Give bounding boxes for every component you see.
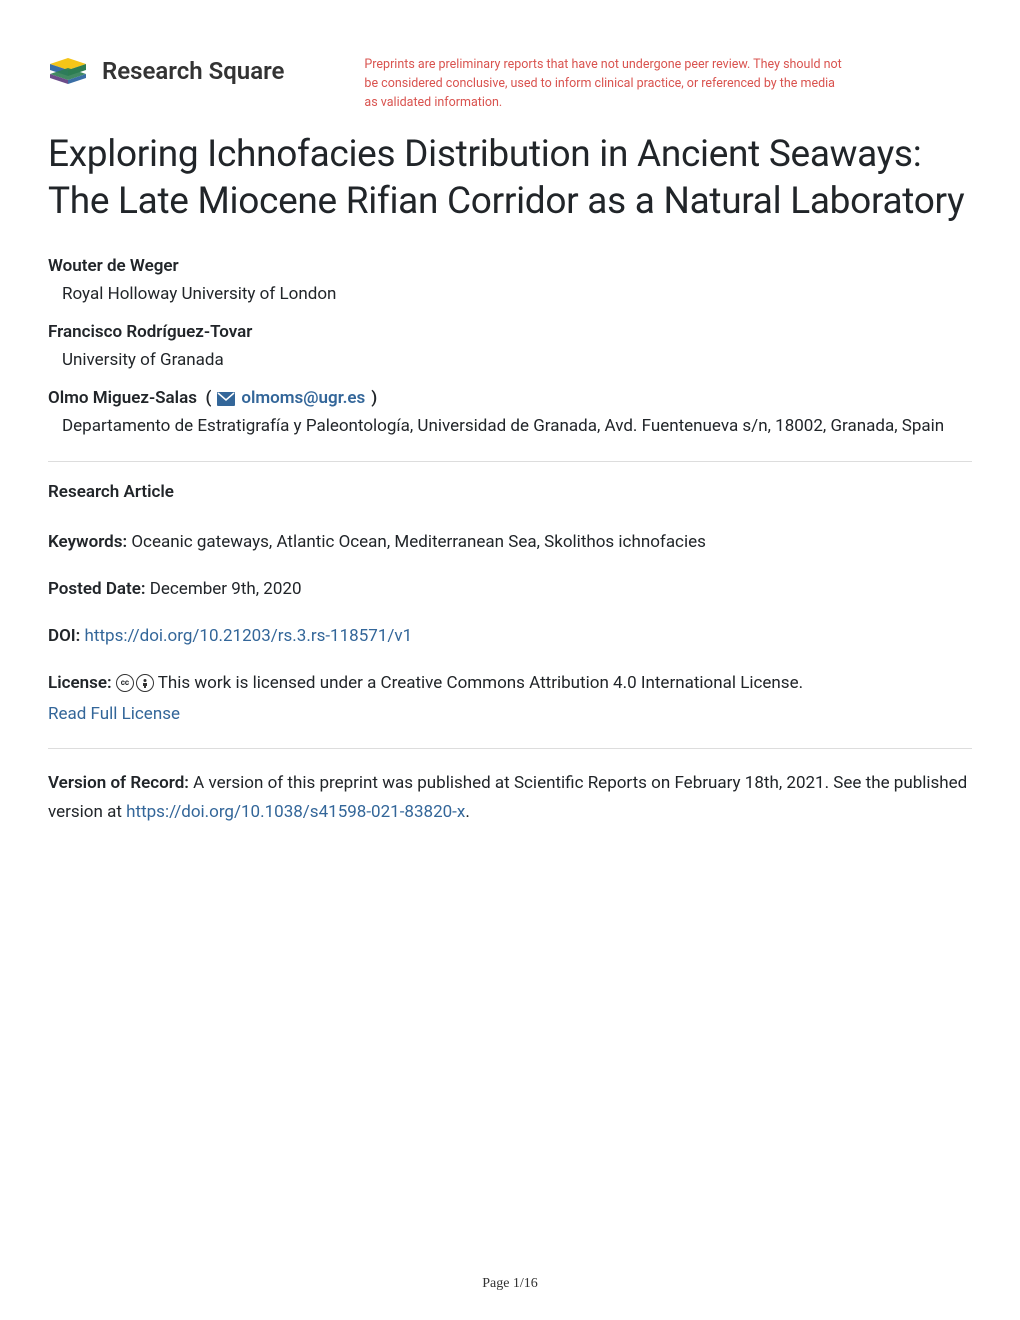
author-name: Francisco Rodríguez-Tovar	[48, 319, 972, 346]
page-number: Page 1/16	[482, 1276, 538, 1292]
mail-icon	[217, 392, 235, 406]
by-icon	[136, 674, 154, 692]
disclaimer-text: Preprints are preliminary reports that h…	[364, 56, 844, 112]
license-row: License: cc This work is licensed under …	[48, 669, 972, 729]
author-block: Olmo Miguez-Salas ( olmoms@ugr.es ) Depa…	[48, 385, 972, 441]
cc-icon: cc	[116, 674, 134, 692]
license-link[interactable]: Read Full License	[48, 700, 972, 729]
research-square-icon	[48, 56, 90, 86]
posted-date-label: Posted Date:	[48, 579, 146, 599]
authors-list: Wouter de Weger Royal Holloway Universit…	[48, 253, 972, 441]
divider	[48, 748, 972, 749]
author-affiliation: University of Granada	[62, 346, 972, 375]
doi-row: DOI: https://doi.org/10.21203/rs.3.rs-11…	[48, 622, 972, 651]
author-email-link[interactable]: olmoms@ugr.es	[241, 385, 365, 412]
author-affiliation: Departamento de Estratigrafía y Paleonto…	[62, 412, 972, 441]
keywords-row: Keywords: Oceanic gateways, Atlantic Oce…	[48, 528, 972, 557]
cc-icons: cc	[116, 674, 154, 692]
meta-section: Research Article Keywords: Oceanic gatew…	[48, 482, 972, 728]
posted-date-row: Posted Date: December 9th, 2020	[48, 575, 972, 604]
brand-logo[interactable]: Research Square	[48, 56, 284, 86]
license-label: License:	[48, 673, 112, 693]
posted-date-value: December 9th, 2020	[150, 579, 302, 599]
header: Research Square Preprints are preliminar…	[48, 56, 972, 112]
author-name: Olmo Miguez-Salas	[48, 388, 197, 408]
author-block: Wouter de Weger Royal Holloway Universit…	[48, 253, 972, 309]
divider	[48, 461, 972, 462]
article-title: Exploring Ichnofacies Distribution in An…	[48, 132, 972, 225]
doi-label: DOI:	[48, 626, 80, 646]
corresponding-author-marker: ( olmoms@ugr.es )	[201, 385, 377, 412]
version-label: Version of Record:	[48, 773, 189, 793]
author-name: Wouter de Weger	[48, 253, 972, 280]
keywords-label: Keywords:	[48, 532, 127, 552]
version-of-record: Version of Record: A version of this pre…	[48, 769, 972, 827]
author-affiliation: Royal Holloway University of London	[62, 280, 972, 309]
author-name-corresponding: Olmo Miguez-Salas ( olmoms@ugr.es )	[48, 385, 972, 412]
brand-name: Research Square	[102, 57, 284, 85]
article-type: Research Article	[48, 482, 972, 502]
license-text: This work is licensed under a Creative C…	[158, 673, 803, 693]
keywords-value: Oceanic gateways, Atlantic Ocean, Medite…	[131, 532, 706, 552]
author-block: Francisco Rodríguez-Tovar University of …	[48, 319, 972, 375]
doi-link[interactable]: https://doi.org/10.21203/rs.3.rs-118571/…	[85, 626, 413, 646]
version-doi-link[interactable]: https://doi.org/10.1038/s41598-021-83820…	[126, 802, 465, 822]
